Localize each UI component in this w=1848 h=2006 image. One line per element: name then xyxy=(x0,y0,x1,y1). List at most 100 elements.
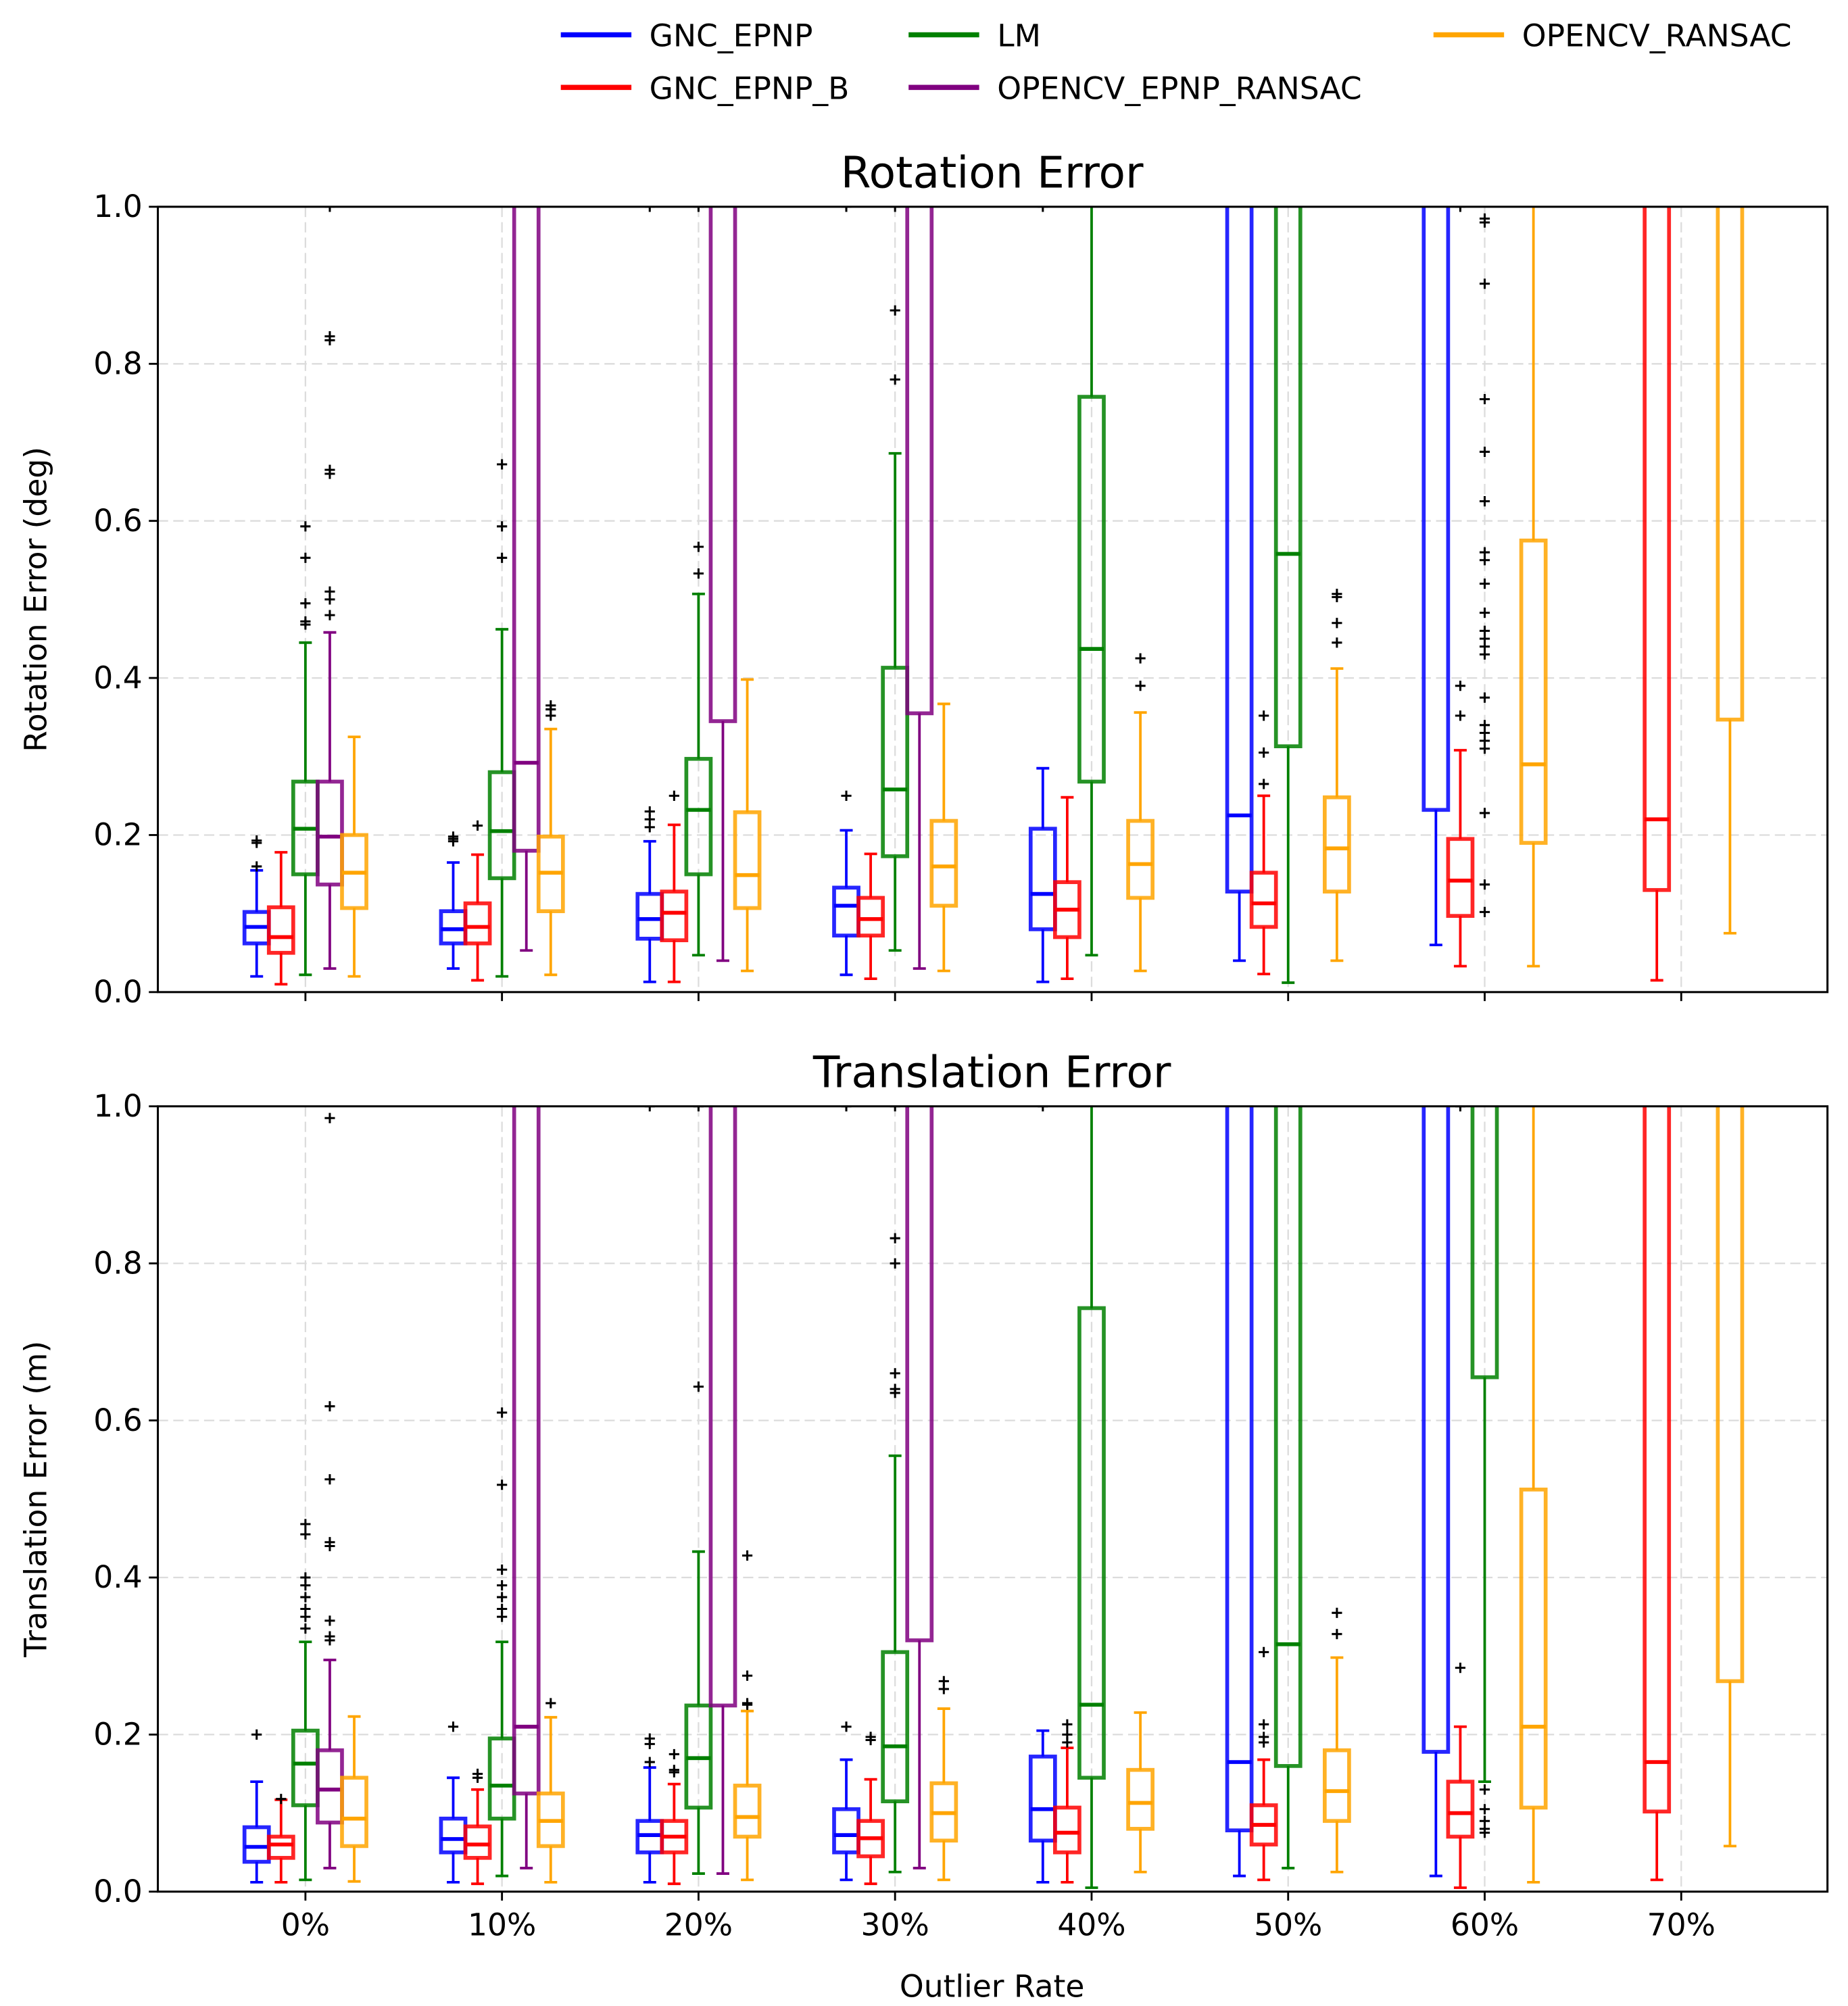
rotation-error-panel: Rotation Error 0.0 0.2 0.4 0.6 0.8 1.0 Rotation… xyxy=(18,147,1829,1010)
y-tick-label: 0.6 xyxy=(93,503,142,539)
boxplot-gnc_epnp-40pct xyxy=(1028,1106,1057,1884)
outlier-marker xyxy=(890,374,900,385)
outlier-marker xyxy=(1455,206,1466,212)
outlier-marker xyxy=(1479,608,1490,618)
outlier-marker xyxy=(1479,625,1490,636)
outlier-marker xyxy=(1479,393,1490,405)
boxplot-gnc_epnp_b-50pct xyxy=(1249,710,1278,976)
x-tick-label: 50% xyxy=(1254,1907,1322,1942)
legend-label: GNC_EPNP_B xyxy=(650,70,850,106)
outlier-marker xyxy=(1038,206,1048,212)
box xyxy=(1421,1106,1451,1754)
outlier-marker xyxy=(890,1233,900,1244)
box xyxy=(512,206,541,853)
boxplot-lm-0pct xyxy=(291,521,320,977)
outlier-marker xyxy=(644,1733,655,1744)
boxplot-gnc_epnp-20pct xyxy=(635,1106,664,1884)
outlier-marker xyxy=(300,1603,311,1615)
boxplot-gnc_epnp_b-40pct xyxy=(1053,1719,1081,1884)
x-tick-label: 70% xyxy=(1647,1907,1716,1942)
outlier-marker xyxy=(668,1748,679,1760)
box xyxy=(1716,206,1745,722)
outlier-marker xyxy=(741,1698,753,1709)
boxplots xyxy=(242,1106,1745,1889)
outlier-marker xyxy=(1479,1804,1490,1815)
outlier-marker xyxy=(1332,1607,1342,1618)
outlier-marker xyxy=(1455,681,1466,691)
boxplot-opencv_epnp_ransac-30pct xyxy=(905,1106,934,1869)
outlier-marker xyxy=(693,1106,704,1112)
outlier-marker xyxy=(1479,692,1490,703)
box xyxy=(660,889,689,943)
box xyxy=(1421,206,1451,812)
box xyxy=(266,905,295,955)
box xyxy=(439,909,468,946)
box xyxy=(1519,538,1548,845)
outlier-marker xyxy=(693,541,704,552)
x-tick-label: 20% xyxy=(664,1907,733,1942)
outlier-marker xyxy=(890,1106,900,1112)
panel-title: Rotation Error xyxy=(841,147,1144,198)
box xyxy=(242,1825,271,1864)
x-tick-label: 40% xyxy=(1057,1907,1125,1942)
boxplot-opencv_epnp_ransac-10pct xyxy=(512,206,541,952)
boxplot-gnc_epnp_b-70pct xyxy=(1643,1106,1672,1882)
box xyxy=(1519,1488,1548,1810)
outlier-marker xyxy=(741,1550,753,1561)
outlier-marker xyxy=(276,1794,287,1805)
boxplot-opencv_ransac-40pct xyxy=(1126,1711,1154,1874)
outlier-marker xyxy=(324,1401,335,1412)
box xyxy=(832,885,860,938)
boxplot-gnc_epnp_b-0pct xyxy=(266,1794,295,1884)
box xyxy=(1470,1106,1499,1379)
outlier-marker xyxy=(251,1729,262,1740)
box xyxy=(266,1834,295,1860)
boxplot-lm-50pct xyxy=(1273,1106,1303,1869)
boxplot-opencv_ransac-10pct xyxy=(536,1698,565,1884)
boxplot-gnc_epnp-10pct xyxy=(439,1721,468,1884)
plot-frame xyxy=(157,205,1829,994)
box xyxy=(733,810,762,910)
boxplot-opencv_ransac-50pct xyxy=(1322,1607,1351,1874)
boxplot-opencv_epnp_ransac-0pct xyxy=(316,206,344,970)
legend-label: LM xyxy=(997,18,1041,54)
outlier-marker xyxy=(1455,1106,1466,1112)
boxplot-lm-50pct xyxy=(1273,206,1303,984)
x-tick-label: 60% xyxy=(1451,1907,1519,1942)
outlier-marker xyxy=(1455,1663,1466,1673)
boxplot-gnc_epnp-40pct xyxy=(1028,206,1057,983)
boxplot-opencv_ransac-10pct xyxy=(536,700,565,977)
outlier-marker xyxy=(644,1106,655,1112)
y-axis-title: Translation Error (m) xyxy=(18,1341,53,1658)
boxplot-gnc_epnp_b-10pct xyxy=(463,1768,492,1886)
boxplot-opencv_ransac-60pct xyxy=(1519,206,1548,968)
boxplot-gnc_epnp_b-30pct xyxy=(856,852,885,981)
outlier-marker xyxy=(300,616,311,627)
boxplot-gnc_epnp-10pct xyxy=(439,831,468,970)
box xyxy=(1322,795,1351,894)
outlier-marker xyxy=(497,1592,508,1603)
box xyxy=(1077,1306,1106,1780)
boxplot-gnc_epnp-50pct xyxy=(1225,206,1254,962)
box xyxy=(316,779,344,887)
box xyxy=(832,1807,860,1855)
boxplot-gnc_epnp-50pct xyxy=(1225,1106,1254,1878)
outlier-marker xyxy=(300,552,311,563)
outlier-marker xyxy=(447,1721,459,1732)
outlier-marker xyxy=(1479,446,1490,458)
outlier-marker xyxy=(1259,710,1269,721)
box xyxy=(708,206,737,723)
outlier-marker xyxy=(324,1537,335,1548)
outlier-marker xyxy=(324,1631,335,1642)
box xyxy=(463,901,492,946)
outlier-marker xyxy=(741,1670,753,1681)
outlier-marker xyxy=(890,1368,900,1379)
box xyxy=(1053,1805,1081,1855)
box xyxy=(512,1106,541,1796)
outlier-marker xyxy=(251,835,262,846)
outlier-marker xyxy=(1479,579,1490,589)
outlier-marker xyxy=(300,521,311,532)
box xyxy=(463,1824,492,1860)
box xyxy=(905,1106,934,1642)
outlier-marker xyxy=(668,790,679,801)
